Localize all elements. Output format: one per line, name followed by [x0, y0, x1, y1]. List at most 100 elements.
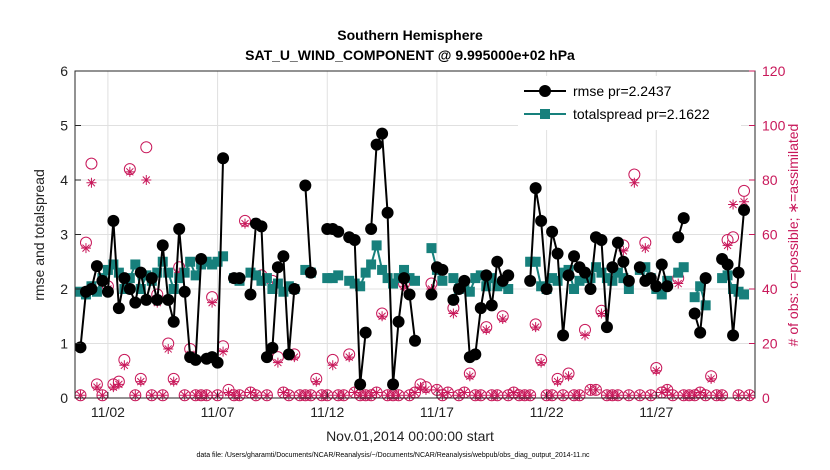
- rmse-point: [721, 258, 734, 271]
- totalspread-point: [695, 281, 706, 292]
- obs-assimilated-point: [519, 390, 530, 401]
- obs-assimilated-point: [366, 390, 377, 401]
- obs-assimilated-point: [201, 390, 212, 401]
- obs-assimilated-point: [223, 387, 234, 398]
- totalspread-point: [201, 256, 212, 267]
- obs-assimilated-point: [377, 311, 388, 322]
- obs-assimilated-point: [470, 390, 481, 401]
- rmse-point: [458, 274, 471, 287]
- obs-assimilated-point: [410, 387, 420, 398]
- y-right-tick-label: 80: [762, 172, 778, 188]
- rmse-point: [584, 283, 597, 295]
- totalspread-point: [410, 275, 420, 286]
- rmse-point: [502, 269, 515, 282]
- x-tick-label: 11/17: [420, 404, 454, 420]
- rmse-point: [376, 127, 389, 140]
- obs-assimilated-point: [442, 387, 453, 398]
- rmse-point: [260, 351, 273, 364]
- rmse-point: [546, 225, 559, 238]
- rmse-point: [140, 293, 153, 306]
- totalspread-point: [327, 273, 338, 284]
- totalspread-point: [278, 286, 289, 297]
- obs-assimilated-point: [420, 384, 431, 395]
- rmse-point: [304, 266, 317, 279]
- obs-assimilated-point: [508, 387, 519, 398]
- obs-assimilated-point: [305, 390, 316, 401]
- rmse-point: [381, 206, 394, 219]
- obs-assimilated-point: [174, 267, 185, 278]
- obs-assimilated-point: [536, 357, 547, 368]
- obs-assimilated-point: [113, 379, 124, 390]
- rmse-line-segment: [304, 185, 312, 273]
- totalspread-point: [344, 275, 355, 286]
- obs-assimilated-point: [272, 357, 283, 368]
- rmse-point: [271, 261, 284, 274]
- obs-assimilated-point: [179, 390, 190, 401]
- rmse-point: [595, 233, 608, 246]
- obs-assimilated-point: [612, 390, 623, 401]
- obs-assimilated-point: [558, 390, 569, 401]
- totalspread-point: [673, 267, 684, 278]
- obs-assimilated-point: [207, 297, 218, 308]
- obs-assimilated-point: [717, 390, 728, 401]
- totalspread-point: [212, 256, 223, 267]
- totalspread-point: [300, 264, 311, 275]
- y-tick-label: 5: [60, 118, 68, 134]
- totalspread-point: [569, 284, 580, 294]
- totalspread-point: [618, 273, 629, 284]
- totalspread-point: [366, 259, 377, 270]
- obs-assimilated-point: [404, 390, 415, 401]
- rmse-point: [167, 315, 180, 328]
- obs-assimilated-point: [640, 243, 651, 254]
- rmse-point: [195, 253, 208, 266]
- totalspread-point: [168, 284, 179, 294]
- rmse-point: [112, 302, 125, 315]
- totalspread-point: [388, 278, 399, 289]
- totalspread-point: [399, 264, 410, 275]
- obs-assimilated-point: [399, 281, 410, 292]
- obs-assimilated-point: [415, 382, 426, 393]
- obs-assimilated-point: [590, 384, 601, 395]
- obs-assimilated-point: [645, 390, 656, 401]
- totalspread-point: [377, 264, 388, 275]
- obs-possible-point: [85, 157, 98, 170]
- totalspread-point: [174, 273, 185, 284]
- legend: rmse pr=2.2437 totalspread pr=2.1622: [518, 76, 741, 130]
- footer-data-file: data file: /Users/gharamti/Documents/NCA…: [196, 452, 590, 459]
- obs-assimilated-point: [311, 376, 322, 387]
- rmse-point: [699, 272, 712, 285]
- obs-assimilated-point: [229, 390, 240, 401]
- rmse-series: [74, 127, 751, 391]
- y-tick-label: 2: [60, 281, 68, 297]
- rmse-point: [727, 329, 740, 342]
- rmse-point: [633, 261, 646, 274]
- rmse-point: [540, 283, 553, 295]
- obs-assimilated-point: [327, 360, 338, 371]
- rmse-point: [436, 263, 449, 276]
- obs-assimilated-point: [634, 390, 645, 401]
- obs-assimilated-point: [130, 390, 141, 401]
- obs-assimilated-point: [393, 390, 404, 401]
- totalspread-point: [503, 284, 514, 294]
- chart-subtitle: SAT_U_WIND_COMPONENT @ 9.995000e+02 hPa: [245, 47, 575, 63]
- rmse-point: [469, 348, 482, 361]
- totalspread-point: [525, 256, 536, 267]
- totalspread-point: [448, 273, 459, 284]
- y-right-tick-label: 20: [762, 336, 778, 352]
- obs-possible-point: [129, 389, 142, 402]
- rmse-point: [535, 214, 548, 227]
- obs-assimilated-point: [662, 384, 673, 395]
- rmse-point: [617, 255, 630, 268]
- rmse-point: [661, 280, 674, 293]
- obs-assimilated-point: [689, 390, 700, 401]
- obs-assimilated-point: [349, 387, 360, 398]
- totalspread-point: [596, 267, 607, 278]
- rmse-point: [211, 356, 224, 369]
- rmse-point: [96, 274, 109, 287]
- y-tick-label: 0: [60, 390, 68, 406]
- rmse-point: [85, 283, 98, 295]
- rmse-point: [529, 182, 542, 195]
- rmse-point: [562, 269, 575, 282]
